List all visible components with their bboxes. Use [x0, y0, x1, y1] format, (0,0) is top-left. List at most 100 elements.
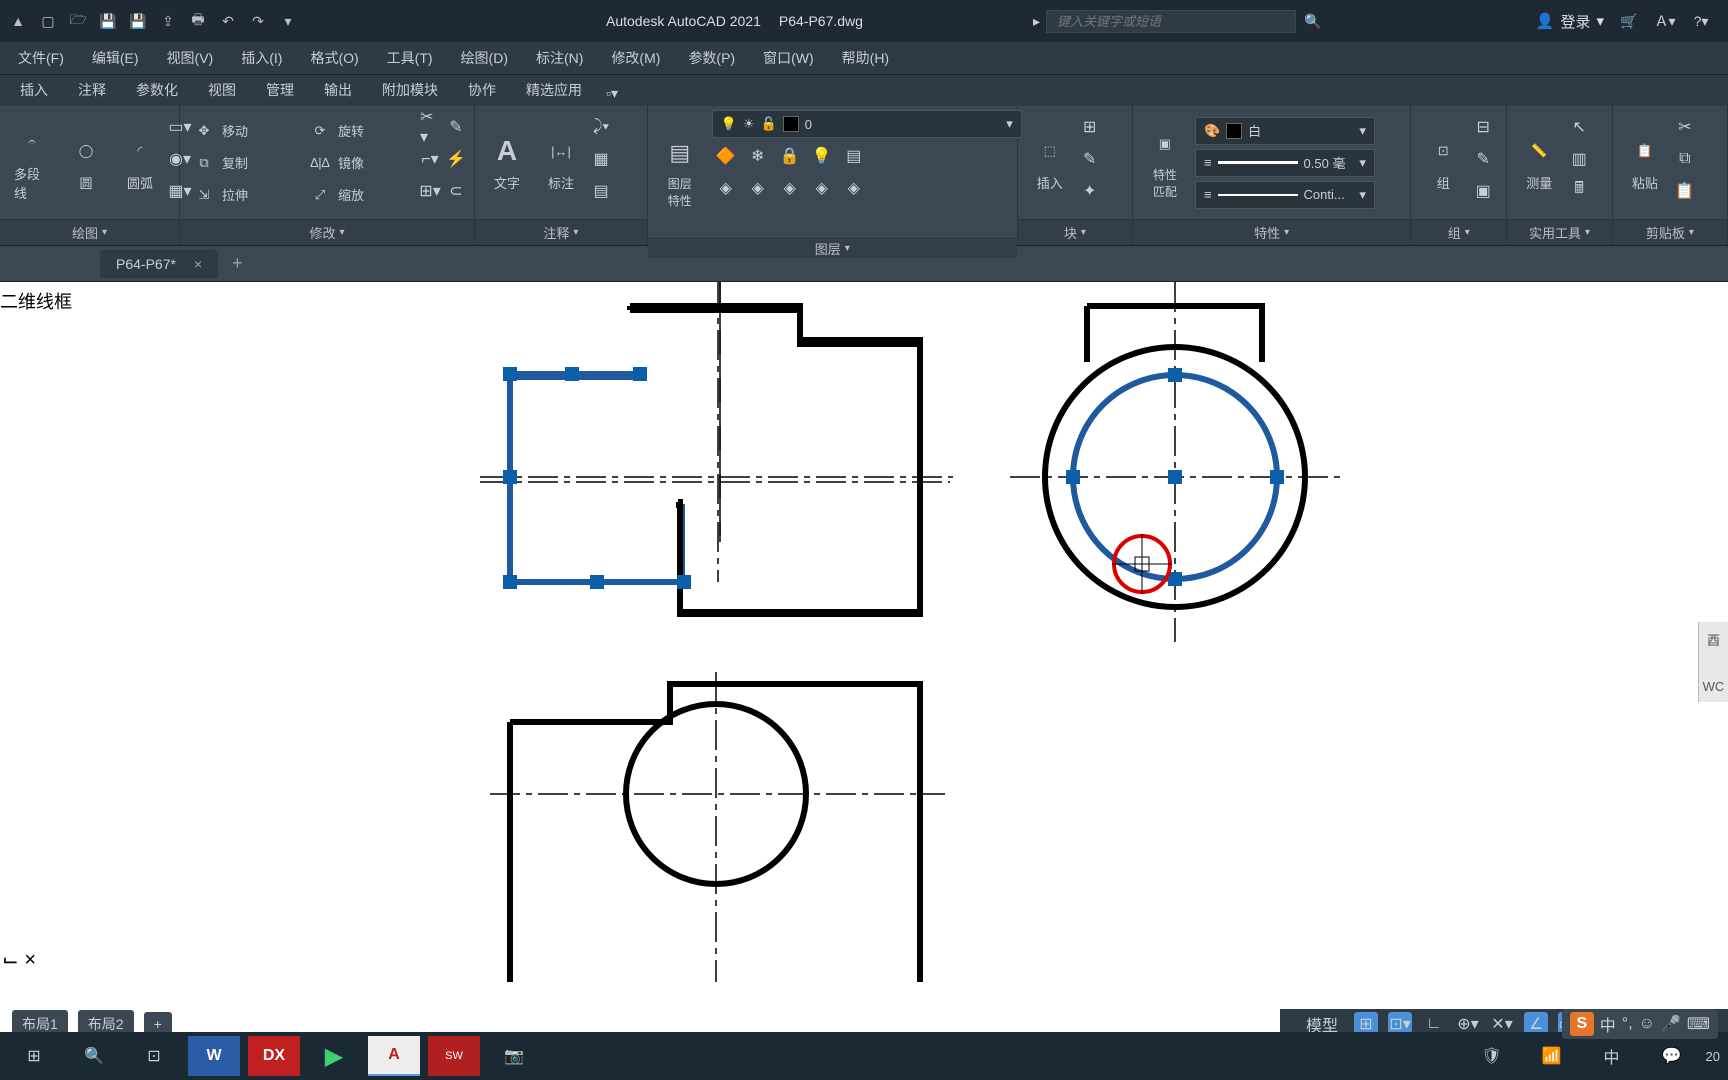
panel-annot-title[interactable]: 注释 [475, 219, 647, 245]
count-icon[interactable]: ▥ [1569, 149, 1589, 169]
ribtab-view[interactable]: 视图 [194, 74, 250, 106]
open-icon[interactable]: 🗁 [68, 11, 88, 31]
table-icon[interactable]: ▦ [591, 149, 611, 169]
layer-t3-icon[interactable]: ◈ [776, 174, 804, 202]
autocad-logo-icon[interactable]: ▲ [8, 11, 28, 31]
leader-icon[interactable]: ⤸▾ [591, 117, 611, 137]
visual-style-label[interactable]: 二维线框 [0, 288, 72, 314]
panel-group-title[interactable]: 组 [1411, 219, 1506, 245]
btn-copy[interactable]: ⧉复制 [188, 149, 298, 177]
btn-dim[interactable]: |↔|标注 [537, 129, 585, 196]
fillet-icon[interactable]: ⌐▾ [420, 149, 440, 169]
ime-punct-icon[interactable]: °, [1622, 1015, 1633, 1033]
panel-util-title[interactable]: 实用工具 [1507, 219, 1612, 245]
new-tab-button[interactable]: + [220, 253, 255, 274]
taskview-icon[interactable]: ⊡ [128, 1036, 180, 1076]
menu-tools[interactable]: 工具(T) [375, 44, 445, 72]
panel-block-title[interactable]: 块 [1018, 219, 1132, 245]
tray-wifi-icon[interactable]: 📶 [1526, 1036, 1578, 1076]
layer-freeze-icon[interactable]: ❄ [744, 142, 772, 170]
ime-kbd-icon[interactable]: ⌨ [1687, 1014, 1710, 1034]
offset-icon[interactable]: ⊂ [446, 181, 466, 201]
menu-param[interactable]: 参数(P) [676, 44, 747, 72]
save-icon[interactable]: 💾 [98, 11, 118, 31]
ime-mic-icon[interactable]: 🎤 [1661, 1014, 1681, 1034]
btn-move[interactable]: ✥移动 [188, 117, 298, 145]
ribtab-addin[interactable]: 附加模块 [368, 74, 452, 106]
search-input[interactable] [1046, 10, 1296, 33]
panel-clip-title[interactable]: 剪贴板 [1613, 219, 1727, 245]
ime-lang[interactable]: 中 [1600, 1012, 1616, 1036]
array-icon[interactable]: ⊞▾ [420, 181, 440, 201]
layer-t4-icon[interactable]: ◈ [808, 174, 836, 202]
panel-modify-title[interactable]: 修改 [180, 219, 474, 245]
erase-icon[interactable]: ✎ [446, 117, 466, 137]
btn-group[interactable]: ⊡组 [1419, 129, 1467, 196]
autocad-task-icon[interactable]: A [368, 1036, 420, 1076]
tray-clock[interactable]: 20 [1706, 1049, 1720, 1064]
dx-icon[interactable]: DX [248, 1036, 300, 1076]
btn-circle[interactable]: ◯圆 [62, 129, 110, 196]
ribtab-param[interactable]: 参数化 [122, 74, 192, 106]
copy-clip-icon[interactable]: ⧉ [1675, 149, 1695, 169]
layer-t5-icon[interactable]: ◈ [840, 174, 868, 202]
btn-insert-block[interactable]: ⬚插入 [1026, 129, 1074, 196]
ribtab-extra-icon[interactable]: ▫▾ [598, 81, 626, 106]
btn-arc[interactable]: ◜圆弧 [116, 129, 164, 196]
btn-mirror[interactable]: ∆|∆镜像 [304, 149, 414, 177]
btn-stretch[interactable]: ⇲拉伸 [188, 181, 298, 209]
menu-window[interactable]: 窗口(W) [751, 44, 826, 72]
ribtab-manage[interactable]: 管理 [252, 74, 308, 106]
btn-paste[interactable]: 📋粘贴 [1621, 129, 1669, 196]
ungroup-icon[interactable]: ⊟ [1473, 117, 1493, 137]
cloud-icon[interactable]: ⇪ [158, 11, 178, 31]
ribtab-insert[interactable]: 插入 [6, 74, 62, 106]
login-button[interactable]: 👤 登录 ▾ [1536, 11, 1604, 32]
menu-insert[interactable]: 插入(I) [229, 44, 294, 72]
search-icon[interactable]: 🔍 [1302, 10, 1324, 32]
layer-t1-icon[interactable]: ◈ [712, 174, 740, 202]
new-icon[interactable]: ▢ [38, 11, 58, 31]
tray-ime-icon[interactable]: 中 [1586, 1036, 1638, 1076]
grips-left[interactable] [503, 367, 691, 589]
layer-dropdown[interactable]: 💡☀🔓0 ▾ [712, 110, 1022, 138]
menu-file[interactable]: 文件(F) [6, 44, 76, 72]
drawing-canvas[interactable]: 二维线框 ⌙ × [0, 282, 1728, 982]
select-icon[interactable]: ↖ [1569, 117, 1589, 137]
start-button[interactable]: ⊞ [8, 1036, 60, 1076]
panel-props-title[interactable]: 特性 [1133, 219, 1410, 245]
group-edit-icon[interactable]: ✎ [1473, 149, 1493, 169]
trim-icon[interactable]: ✂▾ [420, 117, 440, 137]
qat-dropdown-icon[interactable]: ▾ [278, 11, 298, 31]
btn-matchprop[interactable]: ▣特性 匹配 [1141, 122, 1189, 204]
menu-draw[interactable]: 绘图(D) [449, 44, 520, 72]
search-task-icon[interactable]: 🔍 [68, 1036, 120, 1076]
side-tool-palette[interactable]: 酉 WC [1698, 622, 1728, 702]
block-create-icon[interactable]: ⊞ [1080, 117, 1100, 137]
layer-t2-icon[interactable]: ◈ [744, 174, 772, 202]
layer-lock-icon[interactable]: 🔒 [776, 142, 804, 170]
menu-view[interactable]: 视图(V) [155, 44, 226, 72]
field-icon[interactable]: ▤ [591, 181, 611, 201]
btn-polyline[interactable]: 𝄐多段线 [8, 120, 56, 206]
block-attr-icon[interactable]: ✦ [1080, 181, 1100, 201]
panel-draw-title[interactable]: 绘图 [0, 219, 179, 245]
app-exchange-icon[interactable]: Ａ▾ [1654, 10, 1676, 32]
ime-emoji-icon[interactable]: ☺ [1639, 1015, 1655, 1033]
calc-icon[interactable]: 🖩 [1569, 181, 1589, 201]
side-tool-2[interactable]: WC [1703, 679, 1725, 694]
btn-layer-props[interactable]: ▤图层 特性 [656, 131, 704, 213]
cut-icon[interactable]: ✂ [1675, 117, 1695, 137]
ribtab-output[interactable]: 输出 [310, 74, 366, 106]
ribtab-featured[interactable]: 精选应用 [512, 74, 596, 106]
close-icon[interactable]: × [194, 256, 202, 272]
menu-format[interactable]: 格式(O) [298, 44, 370, 72]
tray-notif-icon[interactable]: 💬 [1646, 1036, 1698, 1076]
ribtab-collab[interactable]: 协作 [454, 74, 510, 106]
layer-match-icon[interactable]: ▤ [840, 142, 868, 170]
btn-scale[interactable]: ⤢缩放 [304, 181, 414, 209]
linetype-dropdown[interactable]: ≡Conti...▾ [1195, 181, 1375, 209]
color-dropdown[interactable]: 🎨白▾ [1195, 117, 1375, 145]
saveas-icon[interactable]: 💾 [128, 11, 148, 31]
camera-icon[interactable]: 📷 [488, 1036, 540, 1076]
